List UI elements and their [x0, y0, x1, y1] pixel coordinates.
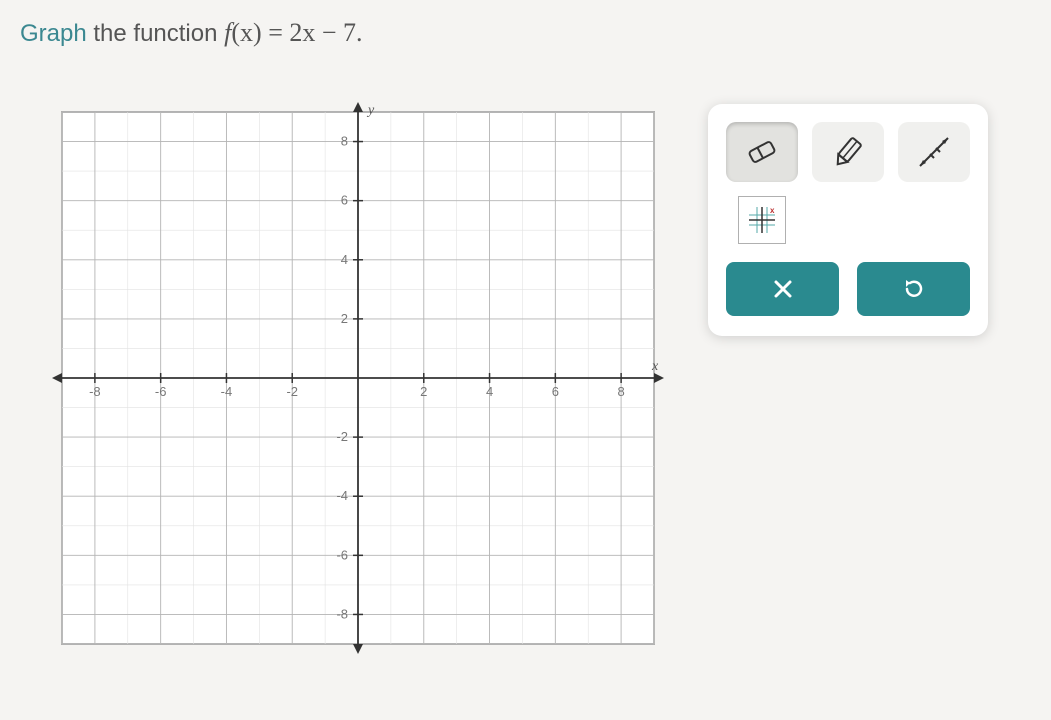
function-expression: (x) = 2x − 7. — [231, 18, 362, 47]
line-icon — [912, 132, 956, 172]
svg-text:4: 4 — [486, 384, 493, 399]
question-prompt: Graph the function f(x) = 2x − 7. — [20, 18, 1031, 48]
eraser-icon — [742, 136, 782, 168]
svg-text:y: y — [366, 103, 375, 118]
svg-text:x: x — [651, 359, 659, 374]
svg-text:x: x — [770, 206, 775, 215]
svg-text:2: 2 — [420, 384, 427, 399]
coordinate-grid[interactable]: -8 -6 -4 -2 2 4 6 8 -8 -6 -4 -2 2 4 6 8 y x — [48, 98, 668, 658]
crosshair-icon: x — [745, 203, 779, 237]
svg-text:6: 6 — [552, 384, 559, 399]
undo-button[interactable] — [857, 262, 970, 316]
prompt-accent-word: Graph — [20, 20, 87, 47]
svg-text:-8: -8 — [89, 384, 101, 399]
svg-text:-8: -8 — [336, 606, 348, 621]
clear-button[interactable] — [726, 262, 839, 316]
action-row — [726, 262, 970, 316]
inspect-row: x — [726, 196, 970, 244]
svg-text:4: 4 — [341, 252, 348, 267]
drawing-toolbox: x — [708, 104, 988, 336]
tool-row — [726, 122, 970, 182]
svg-text:2: 2 — [341, 311, 348, 326]
svg-text:8: 8 — [617, 384, 624, 399]
svg-text:8: 8 — [341, 134, 348, 149]
line-tool-button[interactable] — [898, 122, 970, 182]
pencil-icon — [828, 134, 868, 170]
undo-icon — [901, 276, 927, 302]
svg-text:-6: -6 — [336, 547, 348, 562]
close-icon — [772, 278, 794, 300]
svg-text:-2: -2 — [336, 429, 348, 444]
eraser-tool-button[interactable] — [726, 122, 798, 182]
svg-text:-6: -6 — [155, 384, 167, 399]
prompt-middle: the function — [87, 20, 224, 47]
graph-canvas[interactable]: -8 -6 -4 -2 2 4 6 8 -8 -6 -4 -2 2 4 6 8 y x — [48, 98, 668, 663]
svg-text:-4: -4 — [221, 384, 233, 399]
svg-text:6: 6 — [341, 193, 348, 208]
crosshair-tool-button[interactable]: x — [738, 196, 786, 244]
svg-text:-4: -4 — [336, 488, 348, 503]
pencil-tool-button[interactable] — [812, 122, 884, 182]
svg-text:-2: -2 — [286, 384, 298, 399]
